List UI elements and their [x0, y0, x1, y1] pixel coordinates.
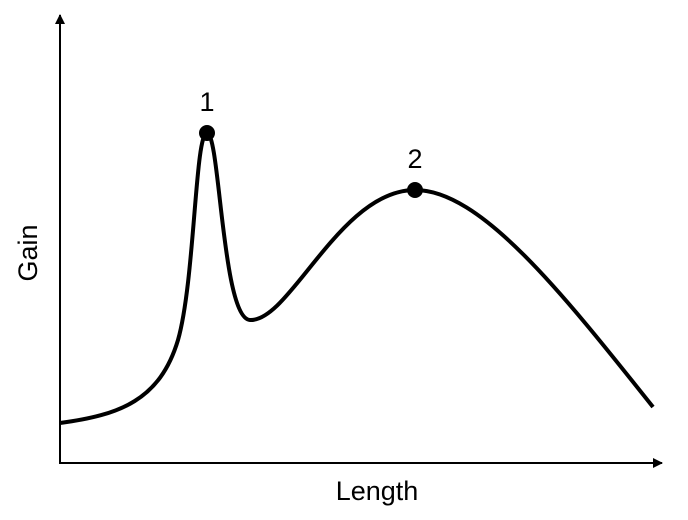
gain-curve [59, 130, 655, 425]
point-marker [407, 182, 423, 198]
point-label: 1 [199, 87, 214, 117]
point-label: 2 [407, 144, 422, 174]
x-axis-label: Length [336, 476, 419, 506]
y-axis-label: Gain [13, 224, 43, 281]
point-marker [199, 125, 215, 141]
